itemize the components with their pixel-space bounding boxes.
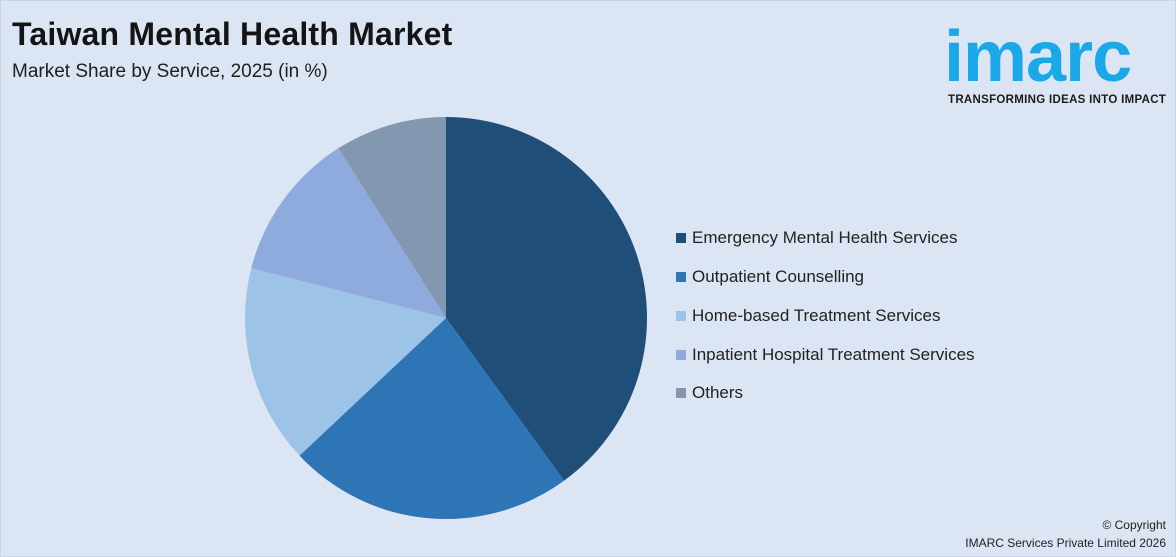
pie-slice-inpatient-hospital-treatment-services bbox=[251, 148, 446, 318]
legend-label: Outpatient Counselling bbox=[692, 267, 865, 287]
copyright-notice: © Copyright IMARC Services Private Limit… bbox=[965, 516, 1166, 552]
legend-item: Others bbox=[676, 374, 975, 413]
legend-swatch bbox=[676, 310, 686, 321]
pie-slice-emergency-mental-health-services bbox=[446, 117, 647, 481]
imarc-logo: imarc TRANSFORMING IDEAS INTO IMPACT bbox=[944, 12, 1172, 112]
copyright-line-1: © Copyright bbox=[1102, 518, 1166, 532]
legend-item: Home-based Treatment Services bbox=[676, 297, 975, 336]
legend-label: Others bbox=[692, 383, 744, 403]
logo-tagline: TRANSFORMING IDEAS INTO IMPACT bbox=[948, 94, 1167, 106]
legend-item: Outpatient Counselling bbox=[676, 258, 975, 297]
copyright-line-2: IMARC Services Private Limited 2026 bbox=[965, 536, 1166, 550]
chart-legend: Emergency Mental Health Services Outpatie… bbox=[676, 219, 975, 413]
legend-swatch bbox=[676, 233, 686, 244]
legend-swatch bbox=[676, 388, 686, 399]
pie-slice-home-based-treatment-services bbox=[245, 268, 446, 456]
logo-wordmark: imarc bbox=[944, 17, 1132, 97]
legend-item: Inpatient Hospital Treatment Services bbox=[676, 335, 975, 374]
pie-slice-others bbox=[338, 117, 446, 318]
chart-title: Taiwan Mental Health Market bbox=[12, 16, 453, 52]
legend-item: Emergency Mental Health Services bbox=[676, 219, 975, 258]
legend-swatch bbox=[676, 349, 686, 360]
legend-label: Inpatient Hospital Treatment Services bbox=[692, 344, 975, 364]
legend-label: Emergency Mental Health Services bbox=[692, 228, 958, 248]
legend-label: Home-based Treatment Services bbox=[692, 305, 941, 325]
pie-slice-outpatient-counselling bbox=[299, 318, 565, 520]
legend-swatch bbox=[676, 272, 686, 283]
chart-subtitle: Market Share by Service, 2025 (in %) bbox=[12, 61, 328, 82]
